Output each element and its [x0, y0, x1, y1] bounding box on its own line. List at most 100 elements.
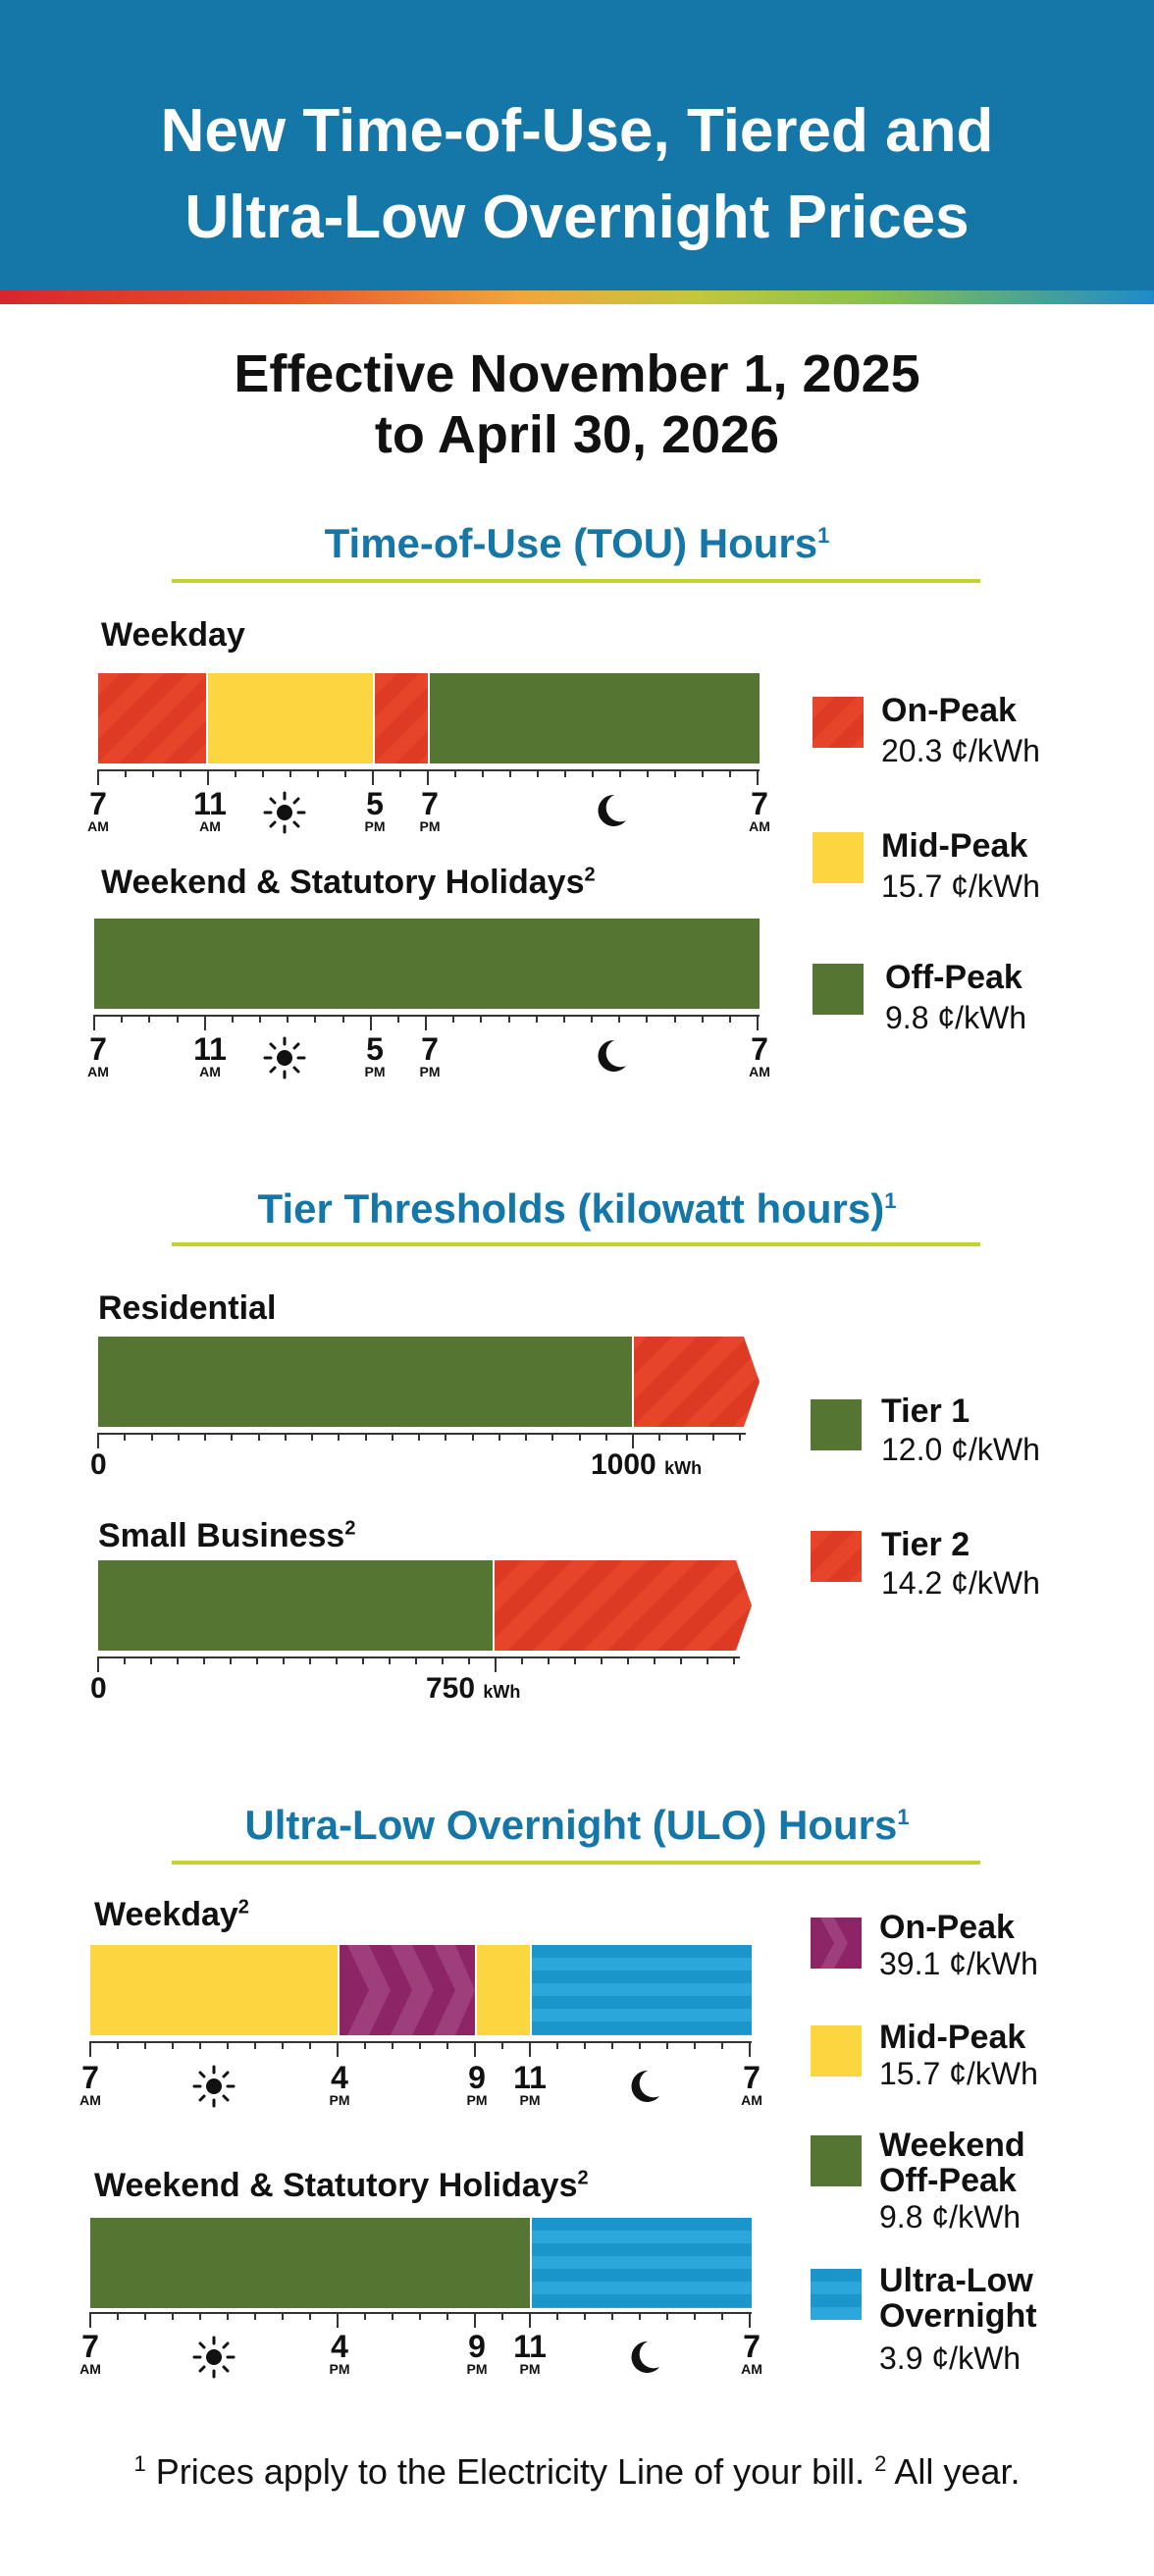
ulo-weekend-tick-mark [474, 2312, 476, 2328]
tier-smallbiz-tick-mark [680, 1656, 682, 1664]
tou-weekday-tick-mark [152, 769, 154, 777]
tou-weekday-tick-7pm: 7 PM [419, 786, 441, 834]
footnote-text1: Prices apply to the Electricity Line of … [145, 2451, 875, 2492]
tou-legend-onpeak-swatch [813, 697, 864, 748]
tier-title-text: Tier Thresholds (kilowatt hours) [257, 1185, 885, 1232]
tou-weekday-tick-mark [289, 769, 291, 777]
tier-residential-tick-mark [257, 1433, 260, 1441]
tou-weekend-tick-mark [203, 1015, 206, 1030]
tier-residential-tick-mark [658, 1433, 661, 1441]
ulo-weekday-sup: 2 [237, 1896, 249, 1919]
tier-smallbiz-tick-mark [389, 1656, 391, 1664]
tou-weekday-tick-7am-end: 7 AM [749, 786, 770, 834]
ulo-legend-offpeak-swatch [811, 2135, 862, 2186]
tou-weekday-tick-mark [372, 769, 374, 785]
ulo-weekday-tick-mark [144, 2041, 146, 2049]
tier-residential-tick-mark [391, 1433, 393, 1441]
tier-smallbiz-tick-mark [707, 1656, 708, 1664]
tou-weekday-tick-mark [757, 769, 759, 785]
ulo-legend-offpeak-name-line1: Weekend [879, 2127, 1025, 2164]
tou-weekday-midpeak [208, 673, 373, 763]
tou-weekday-tick-mark [729, 769, 731, 777]
ulo-legend-ultralow-name: Ultra-Low Overnight [879, 2263, 1037, 2334]
tier-legend-tier2-name: Tier 2 [881, 1526, 970, 1563]
tier-smallbiz-tick-mark [574, 1656, 576, 1664]
ulo-weekday-tick-mark [282, 2041, 284, 2049]
effective-line2: to April 30, 2026 [374, 405, 780, 464]
sun-icon [263, 791, 306, 834]
ulo-title-text: Ultra-Low Overnight (ULO) Hours [244, 1802, 898, 1848]
ulo-weekday-tick-mark [364, 2041, 366, 2049]
ulo-weekend-tick-mark [199, 2312, 201, 2320]
tier-smallbiz-tick-mark [627, 1656, 629, 1664]
ulo-weekday-tick-mark [227, 2041, 229, 2049]
tou-weekday-axis [98, 769, 760, 771]
tier-smallbiz-tick-mark [442, 1656, 444, 1664]
ulo-title-sup: 1 [897, 1805, 910, 1829]
tier-smallbiz-tick-mark [256, 1656, 258, 1664]
tier-residential-tick-mark [338, 1433, 341, 1441]
ulo-weekend-tick-mark [501, 2312, 503, 2320]
tier-smallbiz-tier1 [98, 1560, 493, 1651]
ulo-weekday-ultralow [532, 1945, 752, 2035]
ulo-legend-onpeak-name: On-Peak [879, 1909, 1015, 1946]
tou-weekday-tick-mark [207, 769, 209, 785]
ulo-weekday-tick-7am-end: 7 AM [741, 2060, 762, 2108]
tier-residential-tick-mark [685, 1433, 688, 1441]
ulo-legend-midpeak-price: 15.7 ¢/kWh [879, 2056, 1038, 2091]
tier-legend-tier2-price: 14.2 ¢/kWh [881, 1565, 1040, 1601]
ulo-weekday-tick-mark [749, 2041, 751, 2057]
tier-smallbiz-threshold: 750 kWh [426, 1672, 521, 1705]
ulo-weekday-midpeak-evening [477, 1945, 530, 2035]
tier-smallbiz-tick-mark [97, 1656, 99, 1672]
tier-residential-label: Residential [98, 1289, 277, 1327]
tou-weekday-tick-mark [262, 769, 264, 777]
tou-weekend-tick-mark [728, 1015, 731, 1023]
tou-weekend-tick-mark [176, 1015, 179, 1023]
effective-line1: Effective November 1, 2025 [234, 344, 920, 403]
tou-legend-midpeak-price: 15.7 ¢/kWh [881, 868, 1040, 904]
tier-smallbiz-axis [98, 1656, 740, 1658]
tier-smallbiz-tick-mark [601, 1656, 603, 1664]
tou-weekday-label: Weekday [101, 616, 245, 654]
tier-residential-tick-mark [551, 1433, 554, 1441]
ulo-rule [172, 1861, 980, 1865]
tier-residential-tick-mark [739, 1433, 741, 1441]
tou-weekend-tick-7pm: 7 PM [419, 1031, 441, 1079]
ulo-weekend-tick-mark [694, 2312, 696, 2320]
tou-weekend-tick-mark [396, 1015, 399, 1023]
ulo-weekend-label-text: Weekend & Statutory Holidays [94, 2167, 578, 2204]
tou-weekend-tick-mark [148, 1015, 151, 1023]
tier-residential-tick-mark [204, 1433, 206, 1441]
tou-weekend-tick-11am: 11 AM [193, 1031, 227, 1079]
tier-residential-axis [98, 1433, 746, 1435]
ulo-weekend-tick-mark [337, 2312, 339, 2328]
tier-smallbiz-tick-mark [495, 1656, 497, 1672]
tou-weekend-offpeak [94, 919, 760, 1009]
ulo-weekend-tick-mark [172, 2312, 174, 2320]
tou-weekend-tick-7am: 7 AM [87, 1031, 109, 1079]
tier-smallbiz-tick-mark [362, 1656, 364, 1664]
tier-title-sup: 1 [884, 1188, 897, 1213]
tier-smallbiz-label: Small Business2 [98, 1517, 355, 1555]
footnote: 1 Prices apply to the Electricity Line o… [0, 2451, 1154, 2493]
tou-weekend-tick-mark [93, 1015, 95, 1030]
ulo-weekend-axis [90, 2312, 752, 2314]
tier-smallbiz-tick-mark [733, 1656, 735, 1664]
ulo-weekday-tick-mark [337, 2041, 339, 2057]
ulo-weekday-tick-mark [254, 2041, 256, 2049]
tier-legend-tier1-price: 12.0 ¢/kWh [881, 1432, 1040, 1467]
tier-residential-tick-mark [525, 1433, 527, 1441]
tou-weekend-tick-mark [562, 1015, 565, 1023]
tier-residential-tick-mark [711, 1433, 714, 1441]
tou-weekend-tick-7am-end: 7 AM [749, 1031, 770, 1079]
tier-smallbiz-tick-mark [124, 1656, 126, 1664]
ulo-weekend-tick-mark [144, 2312, 146, 2320]
ulo-weekend-tick-mark [227, 2312, 229, 2320]
tier-smallbiz-tick-mark [150, 1656, 152, 1664]
ulo-legend-midpeak-swatch [811, 2025, 862, 2077]
ulo-weekday-tick-mark [199, 2041, 201, 2049]
ulo-weekday-tick-mark [117, 2041, 119, 2049]
tou-weekend-tick-mark [480, 1015, 483, 1023]
ulo-weekend-tick-mark [611, 2312, 613, 2320]
